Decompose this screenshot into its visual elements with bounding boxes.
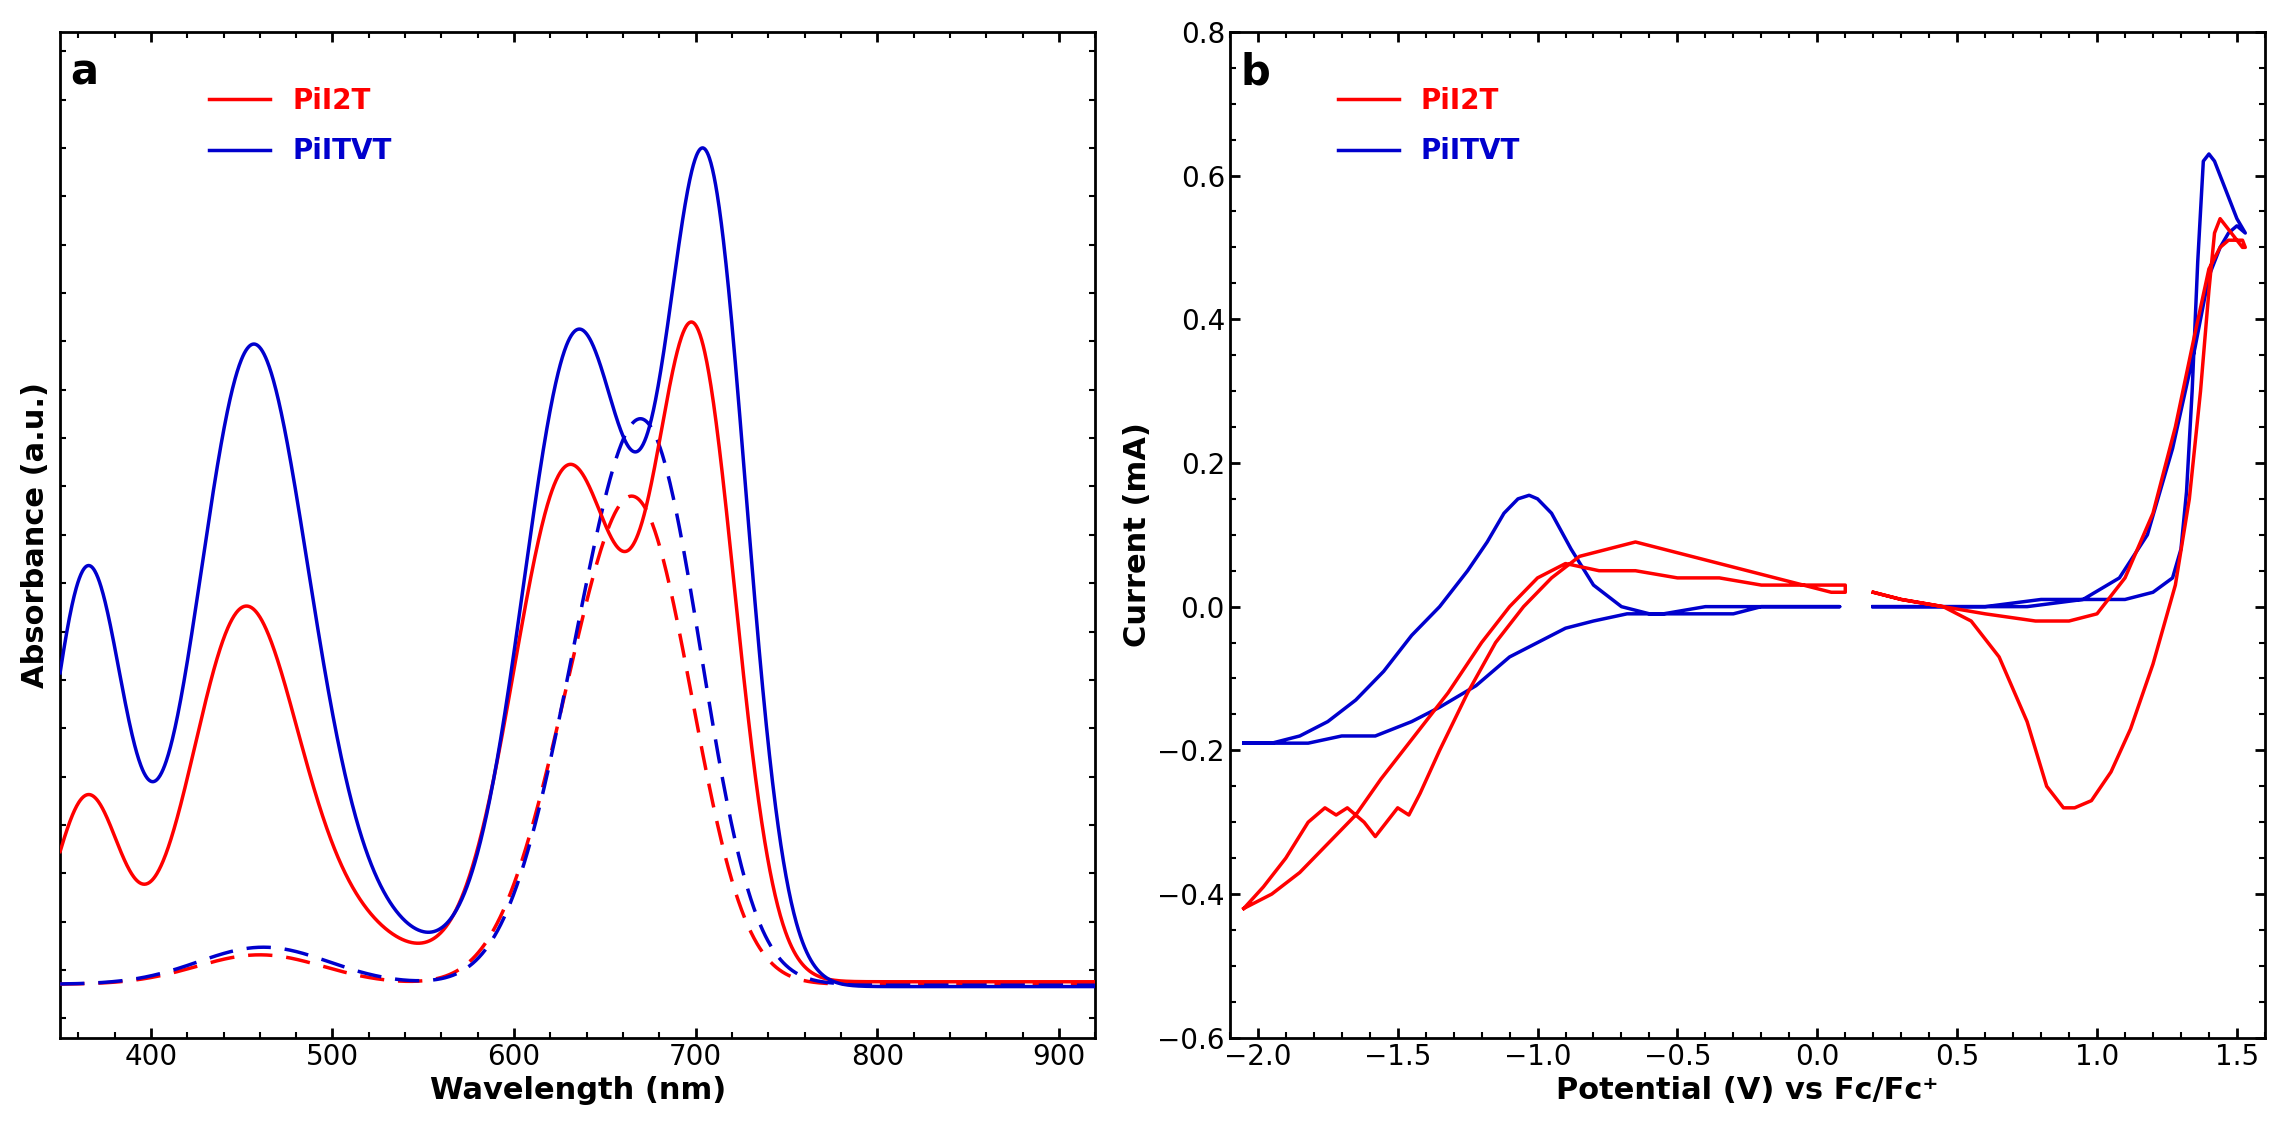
- Y-axis label: Current (mA): Current (mA): [1122, 422, 1152, 647]
- Text: b: b: [1241, 52, 1271, 93]
- Y-axis label: Absorbance (a.u.): Absorbance (a.u.): [21, 382, 50, 688]
- X-axis label: Wavelength (nm): Wavelength (nm): [430, 1076, 725, 1105]
- Legend: PiI2T, PiITVT: PiI2T, PiITVT: [199, 75, 402, 177]
- Text: a: a: [71, 52, 98, 93]
- Legend: PiI2T, PiITVT: PiI2T, PiITVT: [1326, 75, 1532, 177]
- X-axis label: Potential (V) vs Fc/Fc⁺: Potential (V) vs Fc/Fc⁺: [1557, 1076, 1939, 1105]
